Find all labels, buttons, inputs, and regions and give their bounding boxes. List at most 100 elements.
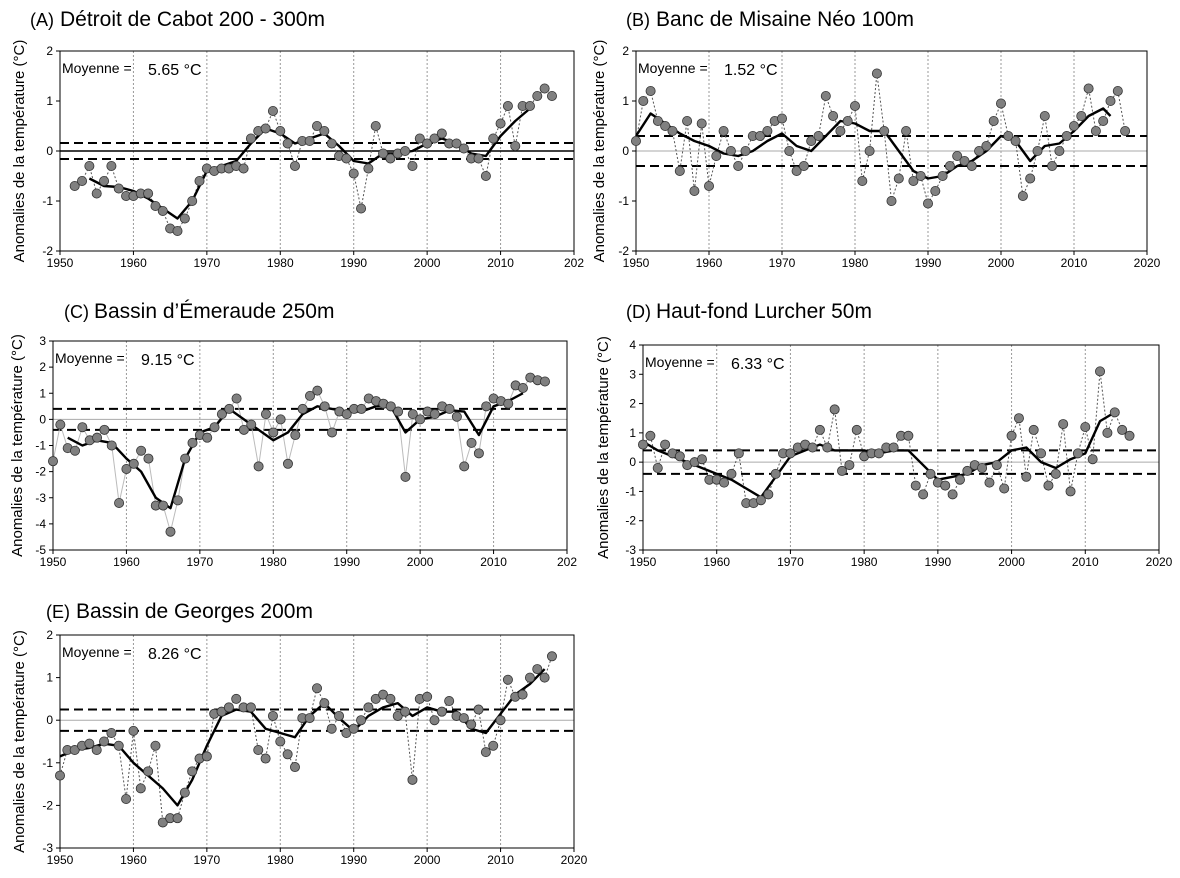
data-point	[930, 185, 941, 196]
data-point	[113, 740, 124, 751]
data-point	[121, 794, 132, 805]
data-point	[245, 702, 256, 713]
data-point	[55, 770, 66, 781]
data-point	[725, 145, 736, 156]
data-point	[1109, 407, 1120, 418]
data-point	[451, 411, 462, 422]
y-tick-label: 1	[46, 94, 53, 108]
data-point	[888, 442, 899, 453]
data-point	[689, 185, 700, 196]
data-point	[407, 160, 418, 171]
data-point	[348, 723, 359, 734]
data-point	[275, 736, 286, 747]
data-point	[1010, 135, 1021, 146]
data-point	[539, 83, 550, 94]
data-point	[829, 404, 840, 415]
x-tick-label: 2000	[414, 853, 441, 867]
data-point	[415, 414, 426, 425]
data-point	[91, 745, 102, 756]
x-tick-label: 2010	[480, 555, 507, 569]
data-point	[245, 133, 256, 144]
data-point	[1043, 480, 1054, 491]
data-point	[638, 439, 649, 450]
data-point	[187, 195, 198, 206]
panel-letter: (D)	[626, 302, 651, 322]
data-point	[260, 409, 271, 420]
x-tick-label: 1990	[925, 555, 952, 569]
data-point	[341, 409, 352, 420]
data-point	[1006, 430, 1017, 441]
data-point	[1021, 471, 1032, 482]
y-tick-label: 3	[629, 367, 636, 381]
data-point	[400, 706, 411, 717]
panel-letter: (B)	[626, 10, 650, 30]
mean-value: 6.33 °C	[731, 356, 785, 373]
data-point	[128, 458, 139, 469]
data-point	[136, 445, 147, 456]
data-point	[473, 153, 484, 164]
y-tick-label: 1	[629, 426, 636, 440]
data-point	[770, 468, 781, 479]
data-point	[451, 138, 462, 149]
data-point	[444, 403, 455, 414]
data-point	[954, 474, 965, 485]
data-point	[850, 101, 861, 112]
x-tick-label: 2020	[1146, 555, 1173, 569]
y-tick-label: 1	[622, 94, 629, 108]
data-point	[696, 118, 707, 129]
data-point	[466, 437, 477, 448]
data-point	[923, 198, 934, 209]
data-point	[837, 465, 848, 476]
data-point	[835, 126, 846, 137]
data-point	[348, 168, 359, 179]
data-point	[304, 713, 315, 724]
data-point	[940, 480, 951, 491]
data-point	[822, 442, 833, 453]
data-point	[209, 422, 220, 433]
data-point	[524, 101, 535, 112]
data-point	[84, 738, 95, 749]
data-point	[436, 128, 447, 139]
data-point	[429, 133, 440, 144]
data-point	[966, 160, 977, 171]
chart-title: Haut-fond Lurcher 50m	[656, 300, 872, 323]
data-point	[429, 715, 440, 726]
x-tick-label: 2010	[1072, 555, 1099, 569]
plot-frame	[59, 634, 575, 849]
data-point	[1090, 126, 1101, 137]
x-tick-label: 1980	[851, 555, 878, 569]
data-point	[341, 727, 352, 738]
data-point	[1025, 173, 1036, 184]
data-point	[652, 116, 663, 127]
plot-frame	[52, 340, 568, 551]
data-point	[631, 135, 642, 146]
data-point	[378, 689, 389, 700]
data-point	[1047, 160, 1058, 171]
mean-label: Moyenne =	[62, 644, 132, 660]
data-point	[128, 725, 139, 736]
data-point	[1112, 86, 1123, 97]
x-tick-label: 1960	[113, 555, 140, 569]
data-point	[903, 430, 914, 441]
y-tick-label: 2	[629, 397, 636, 411]
data-point	[458, 143, 469, 154]
x-tick-label: 1950	[40, 555, 67, 569]
data-point	[172, 495, 183, 506]
data-point	[202, 432, 213, 443]
data-point	[495, 118, 506, 129]
y-tick-label: -1	[42, 194, 53, 208]
data-point	[908, 175, 919, 186]
data-point	[532, 91, 543, 102]
data-point	[901, 126, 912, 137]
data-point	[755, 130, 766, 141]
data-point	[385, 153, 396, 164]
data-point	[857, 175, 868, 186]
data-point	[157, 205, 168, 216]
data-point	[918, 489, 929, 500]
data-point	[1117, 424, 1128, 435]
x-tick-label: 1960	[120, 256, 147, 270]
data-point	[1076, 111, 1087, 122]
y-tick-label: 1	[46, 671, 53, 685]
data-point	[429, 409, 440, 420]
y-tick-label: -2	[618, 244, 629, 258]
